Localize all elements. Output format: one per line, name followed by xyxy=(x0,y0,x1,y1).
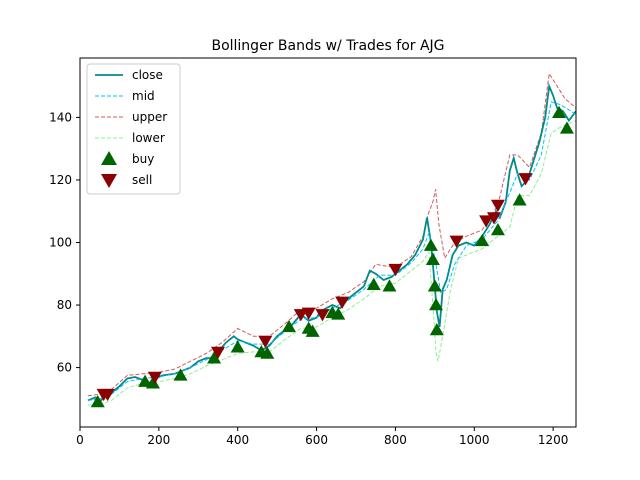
buy-marker xyxy=(490,222,505,236)
x-tick-label: 1000 xyxy=(459,433,490,447)
sell-marker xyxy=(486,212,501,225)
sell-marker xyxy=(335,296,350,309)
series-group xyxy=(87,72,576,408)
legend-label-upper: upper xyxy=(132,110,167,124)
buy-marker xyxy=(366,277,381,290)
buy-marker xyxy=(331,307,346,320)
sell-marker xyxy=(315,309,330,322)
x-tick-label: 800 xyxy=(384,433,407,447)
buy-marker xyxy=(552,105,567,118)
sell-marker xyxy=(479,215,494,228)
buy-marker xyxy=(429,298,444,311)
buy-marker xyxy=(423,238,438,251)
x-tick-label: 1200 xyxy=(538,433,569,447)
buy-marker xyxy=(429,323,444,336)
x-tick-label: 200 xyxy=(147,433,170,447)
buy-marker xyxy=(305,324,320,337)
x-tick-label: 0 xyxy=(76,433,84,447)
legend-swatch-buy xyxy=(101,151,117,165)
chart-title: Bollinger Bands w/ Trades for AJG xyxy=(211,38,444,54)
legend: close mid upper lower buy sell xyxy=(86,63,181,195)
buy-marker xyxy=(425,252,440,265)
x-tick-label: 600 xyxy=(305,433,328,447)
buy-marker xyxy=(512,193,527,206)
buy-marker xyxy=(475,233,490,247)
buy-marker xyxy=(559,121,574,134)
sell-marker xyxy=(293,309,308,322)
buy-marker xyxy=(230,340,245,353)
buy-marker xyxy=(138,374,153,387)
axes: 0 200 400 600 800 1000 1200 60 80 100 120 140 xyxy=(49,57,577,447)
buy-marker xyxy=(90,394,105,408)
y-tick-label: 120 xyxy=(49,173,72,187)
legend-label-mid: mid xyxy=(132,89,155,103)
sell-marker xyxy=(490,199,505,212)
legend-swatch-sell xyxy=(101,174,117,188)
y-tick-label: 140 xyxy=(49,110,72,124)
x-tick-label: 400 xyxy=(226,433,249,447)
y-tick-label: 100 xyxy=(49,236,72,250)
buy-marker xyxy=(382,279,397,292)
sell-marker xyxy=(388,263,403,277)
buy-marker xyxy=(260,346,275,359)
sell-marker xyxy=(518,173,533,186)
buy-marker xyxy=(281,319,296,333)
upper-band-line xyxy=(87,72,576,397)
plot-area xyxy=(87,72,576,408)
y-tick-label: 80 xyxy=(57,298,72,312)
legend-label-lower: lower xyxy=(132,131,165,145)
buy-marker xyxy=(173,368,188,381)
buy-marker xyxy=(427,279,442,292)
legend-label-buy: buy xyxy=(132,152,154,166)
legend-label-sell: sell xyxy=(132,173,152,187)
sell-marker xyxy=(147,371,162,384)
buy-marker xyxy=(207,351,222,364)
sell-marker xyxy=(449,235,464,248)
sell-marker xyxy=(100,388,115,402)
legend-label-close: close xyxy=(132,68,163,82)
y-tick-label: 60 xyxy=(57,361,72,375)
buy-marker xyxy=(145,376,160,389)
sell-marker xyxy=(210,346,225,359)
sell-marker xyxy=(258,335,273,349)
sell-marker xyxy=(301,307,316,320)
